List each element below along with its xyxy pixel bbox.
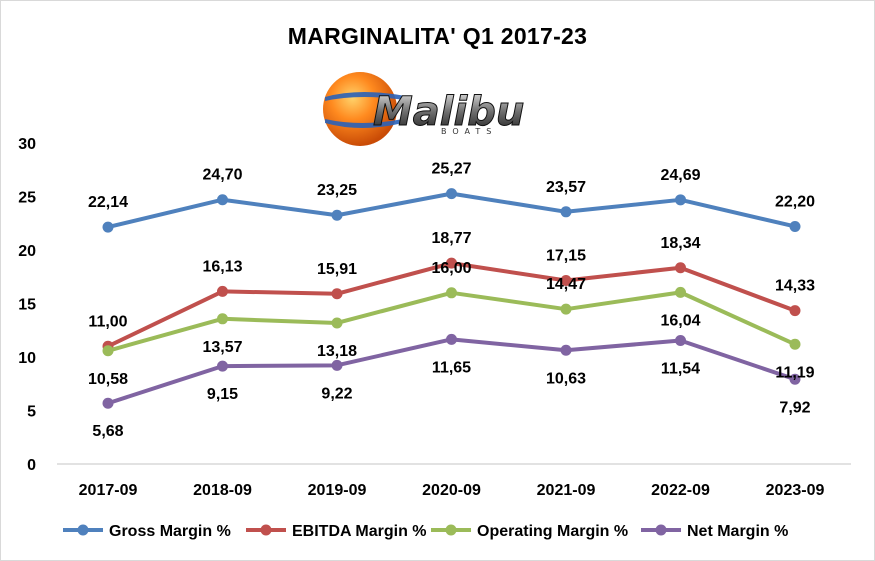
data-point: [331, 209, 343, 221]
data-point: [446, 333, 457, 345]
x-tick-label: 2018-09: [193, 482, 252, 499]
x-tick-label: 2021-09: [537, 482, 596, 499]
data-label: 24,69: [660, 167, 700, 184]
y-tick-label: 15: [18, 297, 36, 314]
chart-title: MARGINALITA' Q1 2017-23: [287, 23, 588, 49]
data-point: [217, 194, 228, 206]
legend-marker: [655, 524, 667, 536]
legend-marker: [260, 524, 272, 536]
data-point: [217, 285, 228, 297]
legend-marker: [77, 524, 89, 536]
x-tick-label: 2019-09: [308, 482, 367, 499]
y-tick-label: 25: [18, 190, 36, 207]
data-label: 13,57: [202, 339, 242, 356]
x-tick-label: 2020-09: [422, 482, 481, 499]
data-point: [331, 359, 343, 371]
data-label: 9,15: [207, 386, 238, 403]
data-point: [675, 262, 686, 274]
data-label: 22,14: [88, 194, 128, 211]
legend-item: EBITDA Margin %: [246, 523, 427, 540]
legend-label: Gross Margin %: [109, 523, 231, 540]
data-point: [675, 286, 686, 298]
logo-subtitle: BOATS: [441, 127, 497, 136]
data-label: 18,77: [431, 230, 471, 247]
data-point: [789, 305, 801, 317]
data-point: [560, 274, 572, 286]
data-point: [331, 288, 343, 300]
data-label: 16,13: [202, 258, 242, 275]
data-label: 11,00: [88, 313, 127, 330]
data-label: 13,18: [317, 343, 357, 360]
data-point: [560, 206, 572, 218]
data-label: 24,70: [202, 167, 242, 184]
data-label: 11,65: [432, 359, 471, 376]
data-point: [789, 373, 801, 385]
data-point: [560, 344, 572, 356]
data-point: [102, 397, 114, 409]
data-label: 11,19: [775, 364, 814, 381]
malibu-boats-logo: Malibu BOATS: [323, 72, 525, 146]
data-point: [560, 303, 572, 315]
data-label: 17,15: [546, 247, 586, 264]
legend: Gross Margin % EBITDA Margin % Operating M…: [63, 523, 788, 540]
legend-marker: [445, 524, 457, 536]
data-label: 23,25: [317, 182, 357, 199]
data-label: 9,22: [321, 385, 352, 402]
legend-item: Net Margin %: [641, 523, 788, 540]
data-label: 15,91: [317, 261, 357, 278]
x-tick-label: 2023-09: [766, 482, 825, 499]
data-label: 7,92: [779, 399, 810, 416]
data-point: [102, 345, 114, 357]
data-point: [217, 313, 228, 325]
legend-label: Net Margin %: [687, 523, 788, 540]
data-point: [446, 257, 457, 269]
data-label: 14,47: [546, 276, 586, 293]
legend-label: EBITDA Margin %: [292, 523, 427, 540]
data-point: [675, 335, 686, 347]
data-labels: 22,14 24,70 23,25 25,27 23,57 24,69 22,20 11,00…: [88, 161, 815, 441]
x-tick-label: 2022-09: [651, 482, 710, 499]
data-label: 5,68: [92, 423, 123, 440]
data-label: 16,00: [431, 260, 471, 277]
x-axis: 2017-09 2018-09 2019-09 2020-09 2021-09 2022-…: [79, 482, 825, 499]
y-tick-label: 5: [27, 404, 36, 421]
data-label: 11,54: [661, 361, 700, 378]
logo-sun-icon: [323, 72, 397, 146]
y-axis: 0 5 10 15 20 25 30: [18, 136, 36, 474]
data-point: [446, 287, 457, 299]
data-point: [789, 220, 801, 232]
y-tick-label: 20: [18, 243, 36, 260]
data-label: 10,63: [546, 370, 586, 387]
data-label: 22,20: [775, 193, 815, 210]
legend-item: Gross Margin %: [63, 523, 231, 540]
data-label: 25,27: [431, 161, 471, 178]
data-label: 14,33: [775, 278, 815, 295]
data-point: [675, 194, 686, 206]
x-tick-label: 2017-09: [79, 482, 138, 499]
y-tick-label: 0: [27, 457, 36, 474]
data-label: 10,58: [88, 371, 128, 388]
series-group: [102, 188, 801, 409]
y-tick-label: 30: [18, 136, 36, 153]
data-point: [331, 317, 343, 329]
data-point: [217, 360, 228, 372]
data-label: 18,34: [660, 235, 700, 252]
y-tick-label: 10: [18, 350, 36, 367]
logo-wordmark: Malibu: [373, 89, 524, 135]
legend-item: Operating Margin %: [431, 523, 628, 540]
data-point: [789, 338, 801, 350]
data-label: 16,04: [660, 312, 700, 329]
data-label: 23,57: [546, 179, 586, 196]
data-point: [102, 221, 114, 233]
data-point: [446, 188, 457, 200]
legend-label: Operating Margin %: [477, 523, 628, 540]
